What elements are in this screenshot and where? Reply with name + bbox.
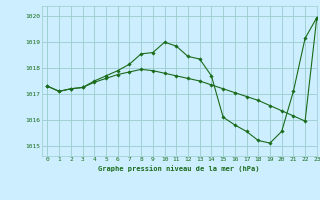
X-axis label: Graphe pression niveau de la mer (hPa): Graphe pression niveau de la mer (hPa)	[99, 165, 260, 172]
